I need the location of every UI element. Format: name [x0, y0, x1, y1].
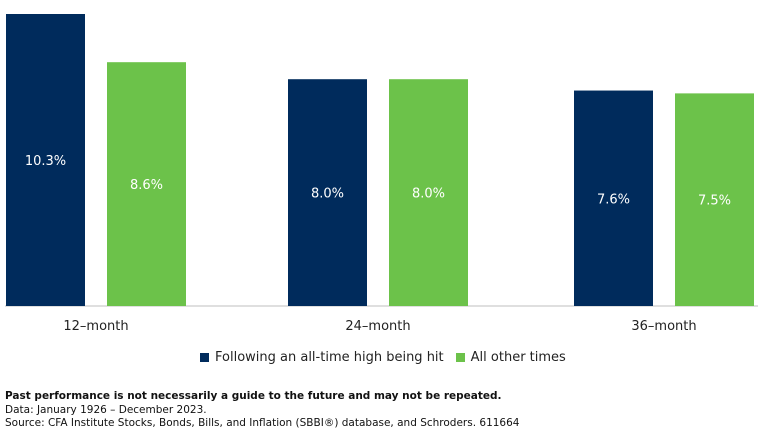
source-text: Source: CFA Institute Stocks, Bonds, Bil… [5, 417, 520, 429]
legend: Following an all-time high being hit All… [200, 350, 578, 365]
legend-item-all-time-high: Following an all-time high being hit [200, 350, 444, 365]
x-tick-label-24-month: 24–month [345, 319, 410, 334]
footnotes: Past performance is not necessarily a gu… [5, 390, 519, 431]
x-tick-label-12-month: 12–month [63, 319, 128, 334]
legend-label-all-time-high: Following an all-time high being hit [215, 350, 444, 365]
legend-item-other-times: All other times [455, 350, 566, 365]
bar-12-month-series-2 [107, 62, 186, 306]
legend-label-other-times: All other times [470, 350, 566, 365]
bar-36-month-series-2 [675, 93, 754, 307]
legend-swatch-all-time-high [200, 353, 209, 362]
disclaimer-text: Past performance is not necessarily a gu… [5, 390, 502, 402]
bar-12-month-series-1 [6, 14, 85, 306]
data-label-36-month-series-2: 7.5% [698, 194, 731, 209]
bar-24-month-series-2 [389, 79, 468, 306]
data-label-12-month-series-2: 8.6% [130, 178, 163, 193]
legend-swatch-other-times [455, 353, 465, 362]
data-label-12-month-series-1: 10.3% [25, 154, 66, 169]
data-period-text: Data: January 1926 – December 2023. [5, 403, 207, 416]
data-label-36-month-series-1: 7.6% [597, 192, 630, 207]
data-label-24-month-series-1: 8.0% [311, 187, 344, 202]
bar-24-month-series-1 [288, 79, 367, 306]
bar-chart: 10.3% 8.6% 12–month 8.0% 8.0% 24–month 7.6% 7.5… [5, 14, 758, 334]
bar-36-month-series-1 [574, 90, 653, 306]
data-label-24-month-series-2: 8.0% [412, 187, 445, 202]
bar-group: 10.3% 8.6% 12–month 8.0% 8.0% 24–month 7.6% 7.5… [6, 14, 754, 334]
x-tick-label-36-month: 36–month [631, 319, 696, 334]
